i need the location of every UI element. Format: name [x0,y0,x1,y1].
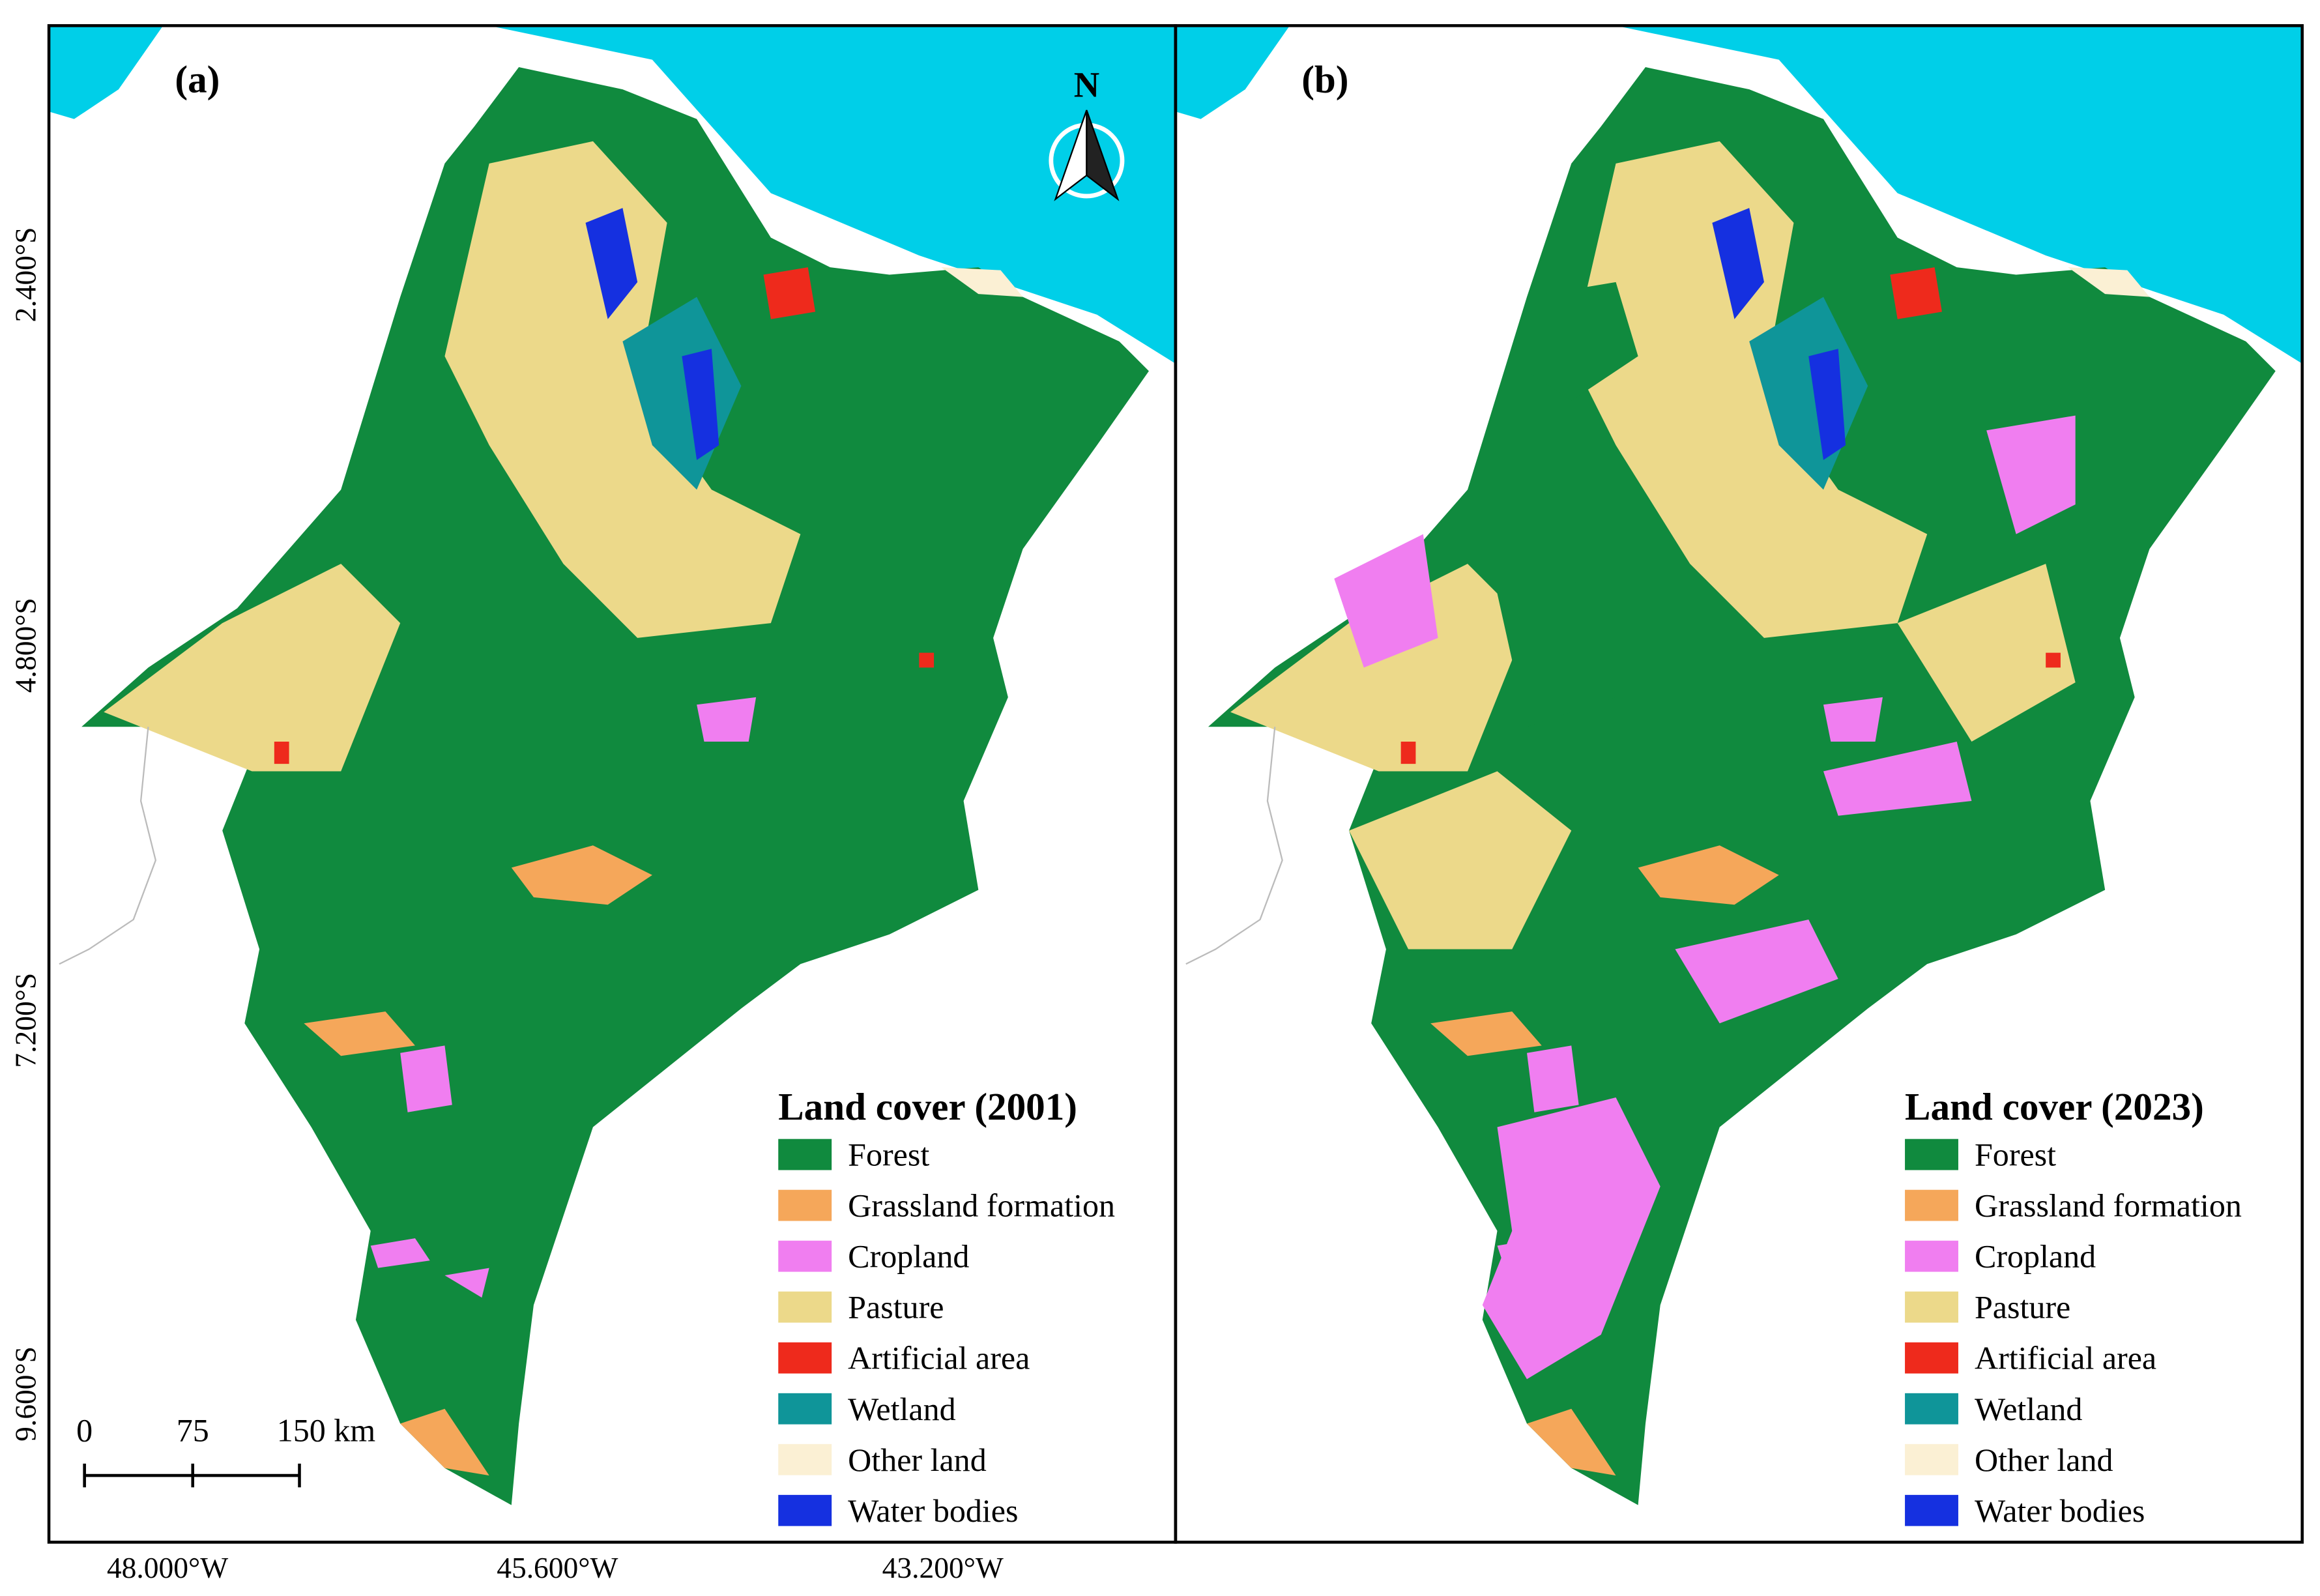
legend-label: Forest [848,1137,929,1173]
latitude-label: 2.400°S [9,227,42,323]
panel-label: (a) [175,58,220,101]
legend-label: Grassland formation [1975,1187,2242,1224]
legend-swatch [1905,1139,1958,1170]
legend-swatch [778,1139,832,1170]
ocean [49,25,164,119]
legend-swatch [778,1189,832,1221]
legend-label: Pasture [1975,1289,2070,1326]
latitude-label: 9.600°S [9,1346,42,1442]
scale-bar: 0 75 150 km [76,1412,375,1488]
legend-label: Cropland [848,1238,969,1275]
legend-title: Land cover (2023) [1905,1085,2204,1128]
legend-label: Other land [848,1442,987,1478]
legend-swatch [1905,1393,1958,1425]
north-arrow: N [1049,65,1125,201]
legend-swatch [778,1393,832,1425]
legend-swatch [1905,1240,1958,1272]
longitude-label: 43.200°W [882,1551,1004,1584]
scale-label: 150 km [277,1412,376,1449]
legend-label: Wetland [848,1391,955,1427]
legend-label: Forest [1975,1137,2056,1173]
legend-swatch [1905,1494,1958,1526]
legend-swatch [778,1444,832,1475]
legend-swatch [778,1342,832,1374]
panel-label: (b) [1301,58,1348,101]
border-line [1185,727,1283,965]
legend-label: Cropland [1975,1238,2096,1275]
legend-swatch [778,1494,832,1526]
legend-label: Other land [1975,1442,2113,1478]
legend-label: Wetland [1975,1391,2082,1427]
legend-swatch [1905,1342,1958,1374]
legend-label: Water bodies [848,1492,1018,1529]
legend-label: Water bodies [1975,1492,2145,1529]
scale-label: 0 [76,1412,93,1449]
longitude-label: 48.000°W [107,1551,228,1584]
legend-label: Artificial area [1975,1340,2156,1376]
legend-swatch [1905,1444,1958,1475]
map-panel: (a) Land cover (2001) Forest Grassland form… [49,25,1176,1543]
latitude-label: 4.800°S [9,598,42,693]
legend-title: Land cover (2001) [778,1085,1077,1128]
coordinate-labels: 2.400°S 4.800°S 7.200°S 9.600°S 48.000°W 45.6… [9,227,1004,1584]
latitude-label: 7.200°S [9,973,42,1068]
legend-swatch [778,1240,832,1272]
legend-swatch [1905,1189,1958,1221]
border-line [59,727,157,965]
panel-frame [1174,24,2304,1544]
legend-label: Pasture [848,1289,944,1326]
legend-swatch [778,1291,832,1323]
longitude-label: 45.600°W [497,1551,618,1584]
scale-label: 75 [177,1412,209,1449]
ocean [1175,25,1290,119]
north-label: N [1074,65,1099,105]
legend-swatch [1905,1291,1958,1323]
map-panel: (b) Land cover (2023) Forest Grassland form… [1175,25,2302,1543]
legend-label: Grassland formation [848,1187,1115,1224]
legend-label: Artificial area [848,1340,1030,1376]
panels: (a) Land cover (2001) Forest Grassland form… [49,25,2302,1543]
